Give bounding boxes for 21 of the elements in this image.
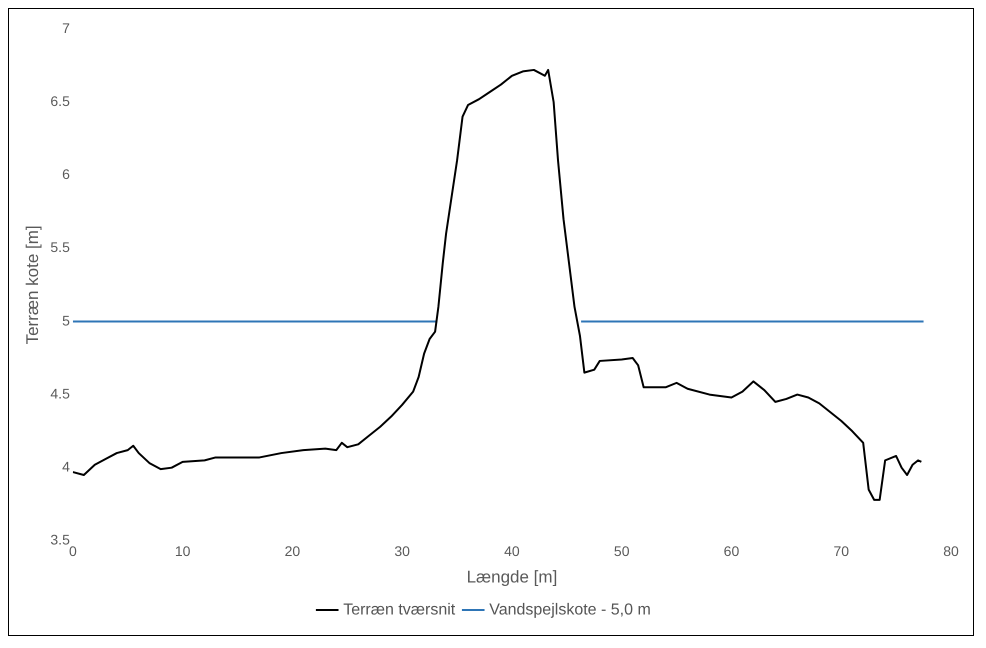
y-axis-title: Terræn kote [m] xyxy=(22,225,42,344)
x-axis-title: Længde [m] xyxy=(466,567,558,586)
y-tick-label: 6 xyxy=(62,166,70,182)
x-tick-label: 50 xyxy=(614,543,630,560)
y-tick-label: 6.5 xyxy=(50,92,70,109)
x-tick-label: 0 xyxy=(68,543,77,560)
x-tick-label: 80 xyxy=(943,543,959,560)
x-tick-label: 30 xyxy=(394,543,410,560)
y-tick-label: 5.5 xyxy=(50,239,70,256)
legend-label: Vandspejlskote - 5,0 m xyxy=(489,601,651,618)
y-tick-label: 4.5 xyxy=(50,385,70,402)
y-tick-label: 4 xyxy=(62,458,70,475)
y-tick-label: 3.5 xyxy=(50,532,70,548)
x-tick-label: 70 xyxy=(833,543,850,560)
x-tick-label: 10 xyxy=(174,543,191,560)
y-tick-label: 5 xyxy=(62,312,70,328)
legend-label: Terræn tværsnit xyxy=(343,601,456,618)
y-tick-label: 7 xyxy=(62,20,70,36)
x-tick-label: 40 xyxy=(504,543,520,560)
x-tick-label: 20 xyxy=(284,543,300,560)
x-tick-label: 60 xyxy=(724,543,740,560)
